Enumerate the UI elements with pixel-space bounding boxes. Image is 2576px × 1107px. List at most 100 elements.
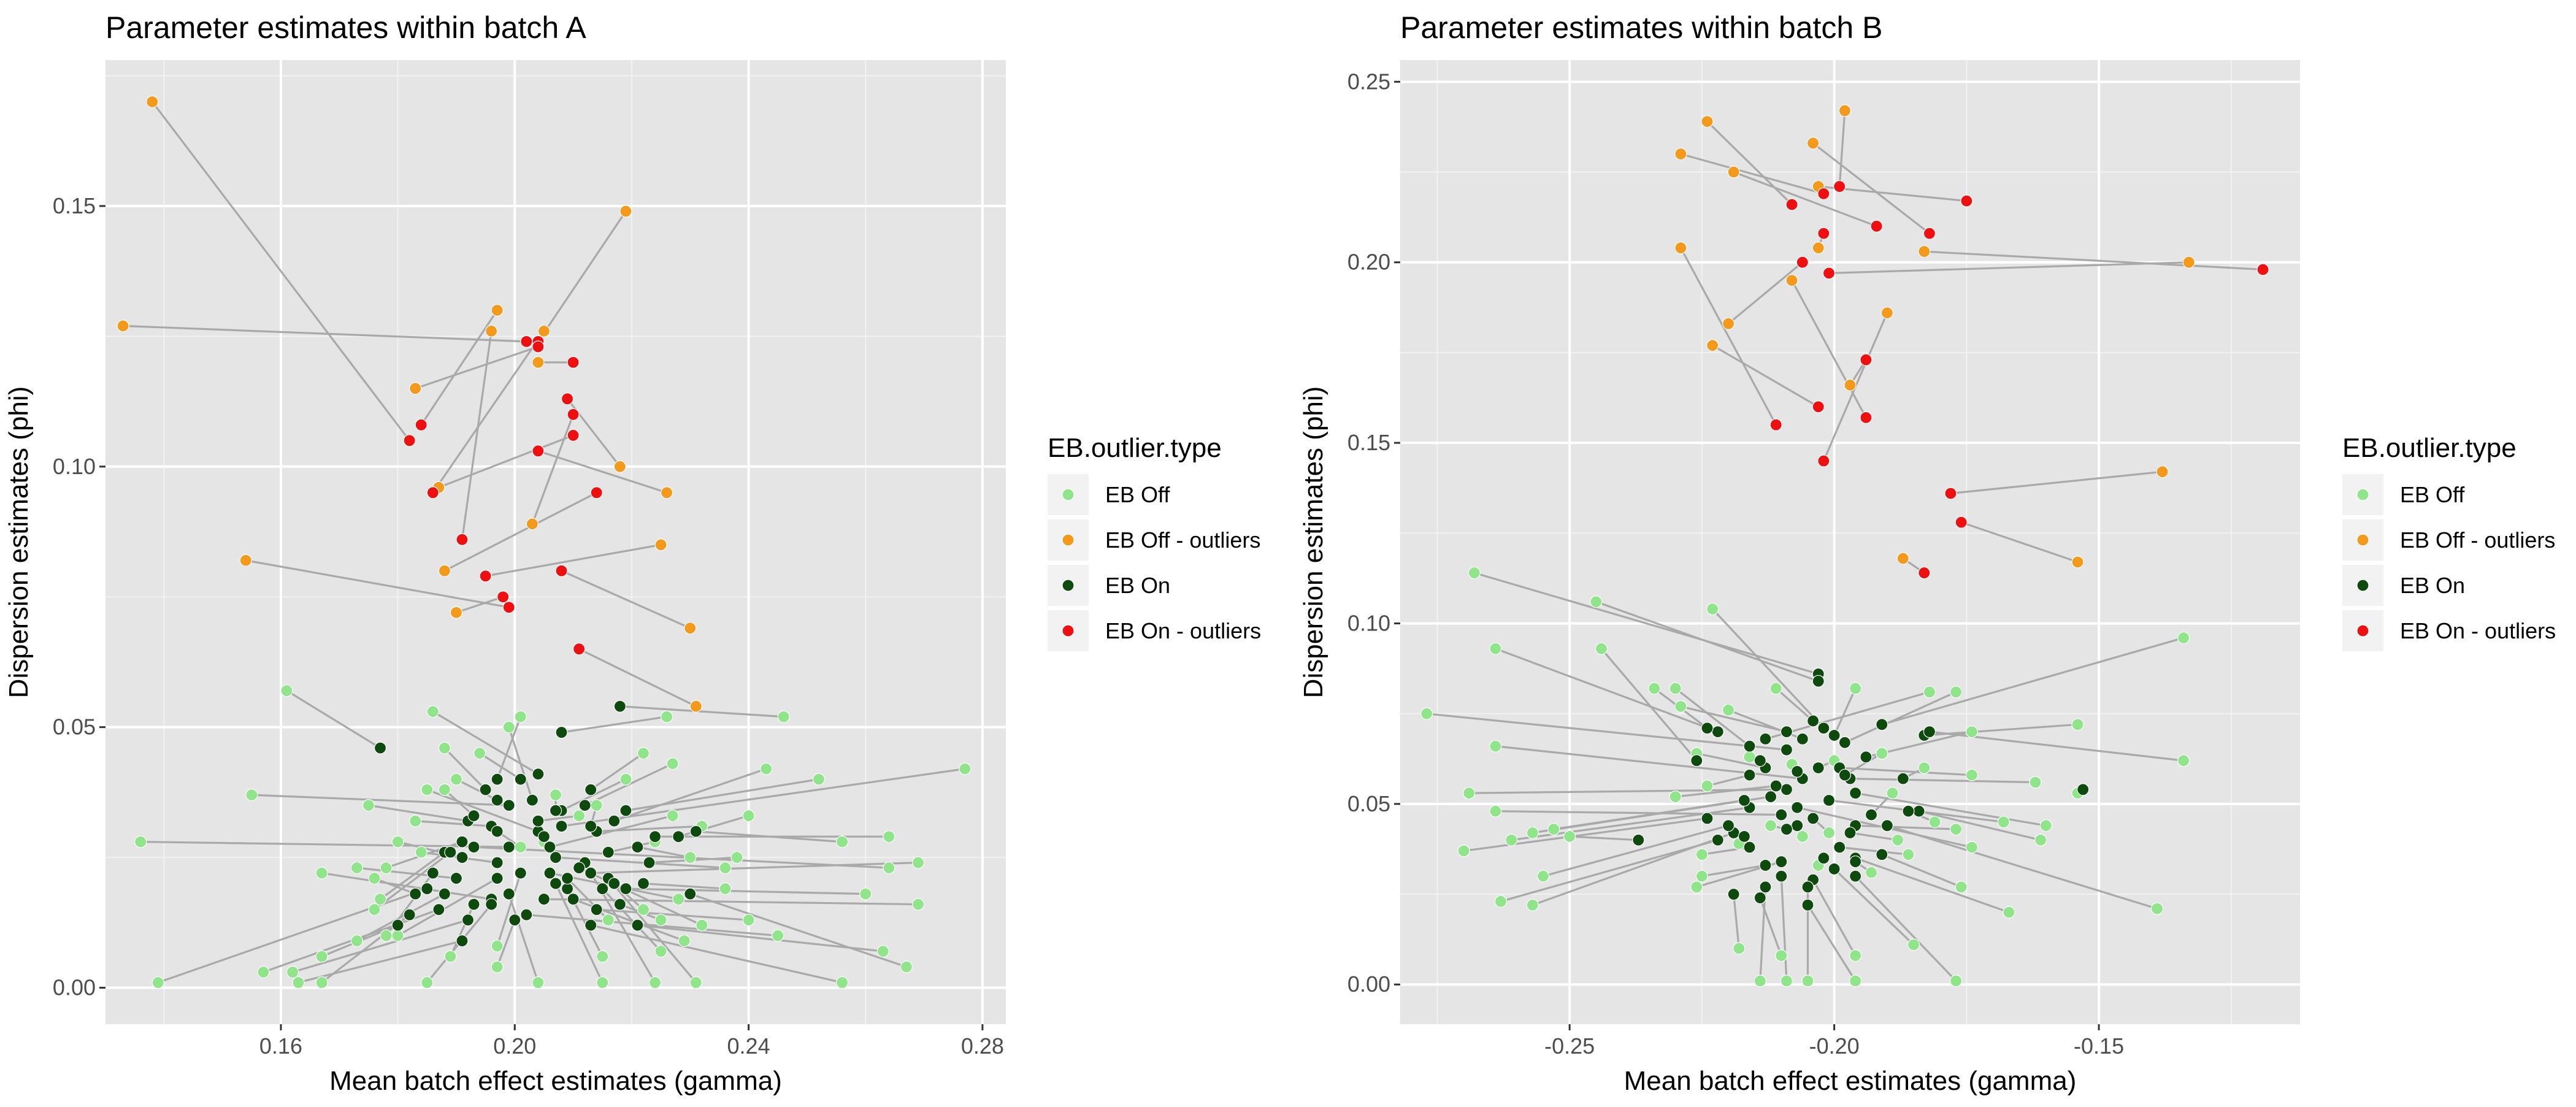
point-eb-on: [1738, 794, 1751, 807]
point-eb-on: [549, 851, 562, 864]
connector-line: [1833, 688, 1857, 736]
point-eb-on: [1759, 732, 1772, 745]
point-eb-off: [1801, 975, 1814, 987]
point-eb-off-outlier: [1844, 378, 1857, 391]
point-eb-off: [777, 710, 790, 723]
point-eb-off: [883, 830, 895, 843]
connector-line: [415, 820, 492, 827]
point-eb-off: [151, 976, 164, 989]
chart-title: Parameter estimates within batch A: [105, 10, 586, 45]
connector-line: [380, 851, 445, 900]
point-eb-on: [508, 913, 521, 927]
point-eb-off-outlier: [1674, 242, 1687, 255]
legend-label: EB Off - outliers: [1105, 527, 1260, 553]
point-eb-off: [654, 913, 667, 927]
point-eb-off: [245, 789, 258, 802]
point-eb-off: [812, 773, 826, 786]
point-eb-on: [1801, 881, 1814, 894]
point-eb-on: [520, 908, 533, 921]
point-eb-on: [1722, 819, 1735, 832]
legend-title: EB.outlier.type: [1048, 433, 1222, 463]
connector-line: [356, 867, 457, 879]
point-eb-on: [1912, 805, 1925, 818]
point-eb-on-outlier: [502, 601, 515, 614]
y-tick-label: 0.10: [1347, 610, 1390, 635]
point-eb-on: [456, 835, 469, 848]
x-tick-label: 0.20: [493, 1033, 536, 1059]
connector-line: [1838, 110, 1846, 187]
point-eb-off: [368, 903, 381, 916]
point-eb-on: [502, 799, 515, 812]
point-eb-on: [585, 783, 597, 796]
point-eb-on-outlier: [1817, 454, 1830, 467]
point-eb-off: [648, 976, 662, 989]
connector-line: [1701, 864, 1766, 878]
point-eb-off: [1849, 975, 1862, 987]
legend-label: EB Off: [2400, 482, 2465, 507]
y-tick-label: 0.10: [53, 454, 96, 479]
connector-line: [1500, 839, 1719, 903]
connector-line: [1961, 521, 2079, 563]
point-eb-off: [689, 976, 702, 989]
point-eb-on: [613, 898, 626, 911]
point-eb-on-outlier: [497, 591, 510, 603]
connector-line: [1463, 817, 1708, 852]
point-eb-on: [573, 861, 586, 875]
point-eb-off: [742, 913, 755, 927]
connector-line: [438, 434, 574, 489]
point-eb-off-outlier: [613, 460, 626, 473]
point-eb-off: [1754, 975, 1766, 987]
point-eb-off-outlier: [491, 304, 504, 316]
point-eb-off: [678, 934, 691, 948]
point-eb-off: [391, 835, 404, 848]
point-eb-off: [1494, 895, 1508, 908]
point-eb-off: [426, 705, 439, 718]
point-eb-off: [391, 929, 404, 942]
point-eb-on: [1838, 768, 1851, 781]
connector-line: [531, 414, 575, 524]
point-eb-off: [772, 929, 784, 942]
legend-swatch: [1062, 488, 1075, 501]
point-eb-off: [1928, 816, 1941, 829]
point-eb-on: [567, 892, 580, 906]
point-eb-off: [1674, 700, 1687, 713]
point-eb-off: [473, 747, 486, 760]
point-eb-on: [1822, 794, 1836, 807]
connector-line: [1807, 904, 1857, 982]
connector-line: [561, 716, 667, 734]
connector-line: [1839, 767, 1972, 776]
point-eb-on: [1801, 898, 1814, 911]
point-eb-off-outlier: [146, 95, 159, 109]
point-eb-off-outlier: [1838, 104, 1851, 117]
point-eb-off: [2150, 902, 2164, 915]
point-eb-off: [760, 762, 773, 775]
point-eb-on: [532, 814, 545, 827]
point-eb-on: [1759, 881, 1772, 894]
point-eb-on: [1701, 722, 1714, 735]
point-eb-on: [555, 726, 568, 739]
point-eb-on: [643, 856, 656, 869]
connector-line: [561, 570, 691, 629]
point-eb-off: [368, 871, 381, 885]
point-eb-on: [1738, 830, 1751, 843]
point-eb-on: [1833, 841, 1846, 854]
connector-line: [1833, 868, 1915, 946]
point-eb-on-outlier: [1817, 227, 1830, 240]
point-eb-on-outlier: [1870, 220, 1883, 232]
connector-line: [1712, 344, 1819, 408]
point-eb-off: [450, 773, 463, 786]
point-eb-on-outlier: [1822, 267, 1836, 280]
connector-line: [1543, 824, 1729, 878]
point-eb-on: [467, 810, 480, 822]
point-eb-on: [602, 846, 615, 859]
point-eb-on-outlier: [426, 486, 439, 499]
data-points: [1420, 104, 2269, 987]
connector-line: [1765, 691, 1930, 740]
point-eb-on-outlier: [573, 643, 586, 656]
connector-line: [496, 716, 522, 780]
point-eb-on: [467, 840, 480, 854]
point-eb-off: [438, 783, 451, 796]
y-axis-title: Dispersion estimates (phi): [4, 386, 34, 699]
connector-line: [637, 846, 691, 859]
